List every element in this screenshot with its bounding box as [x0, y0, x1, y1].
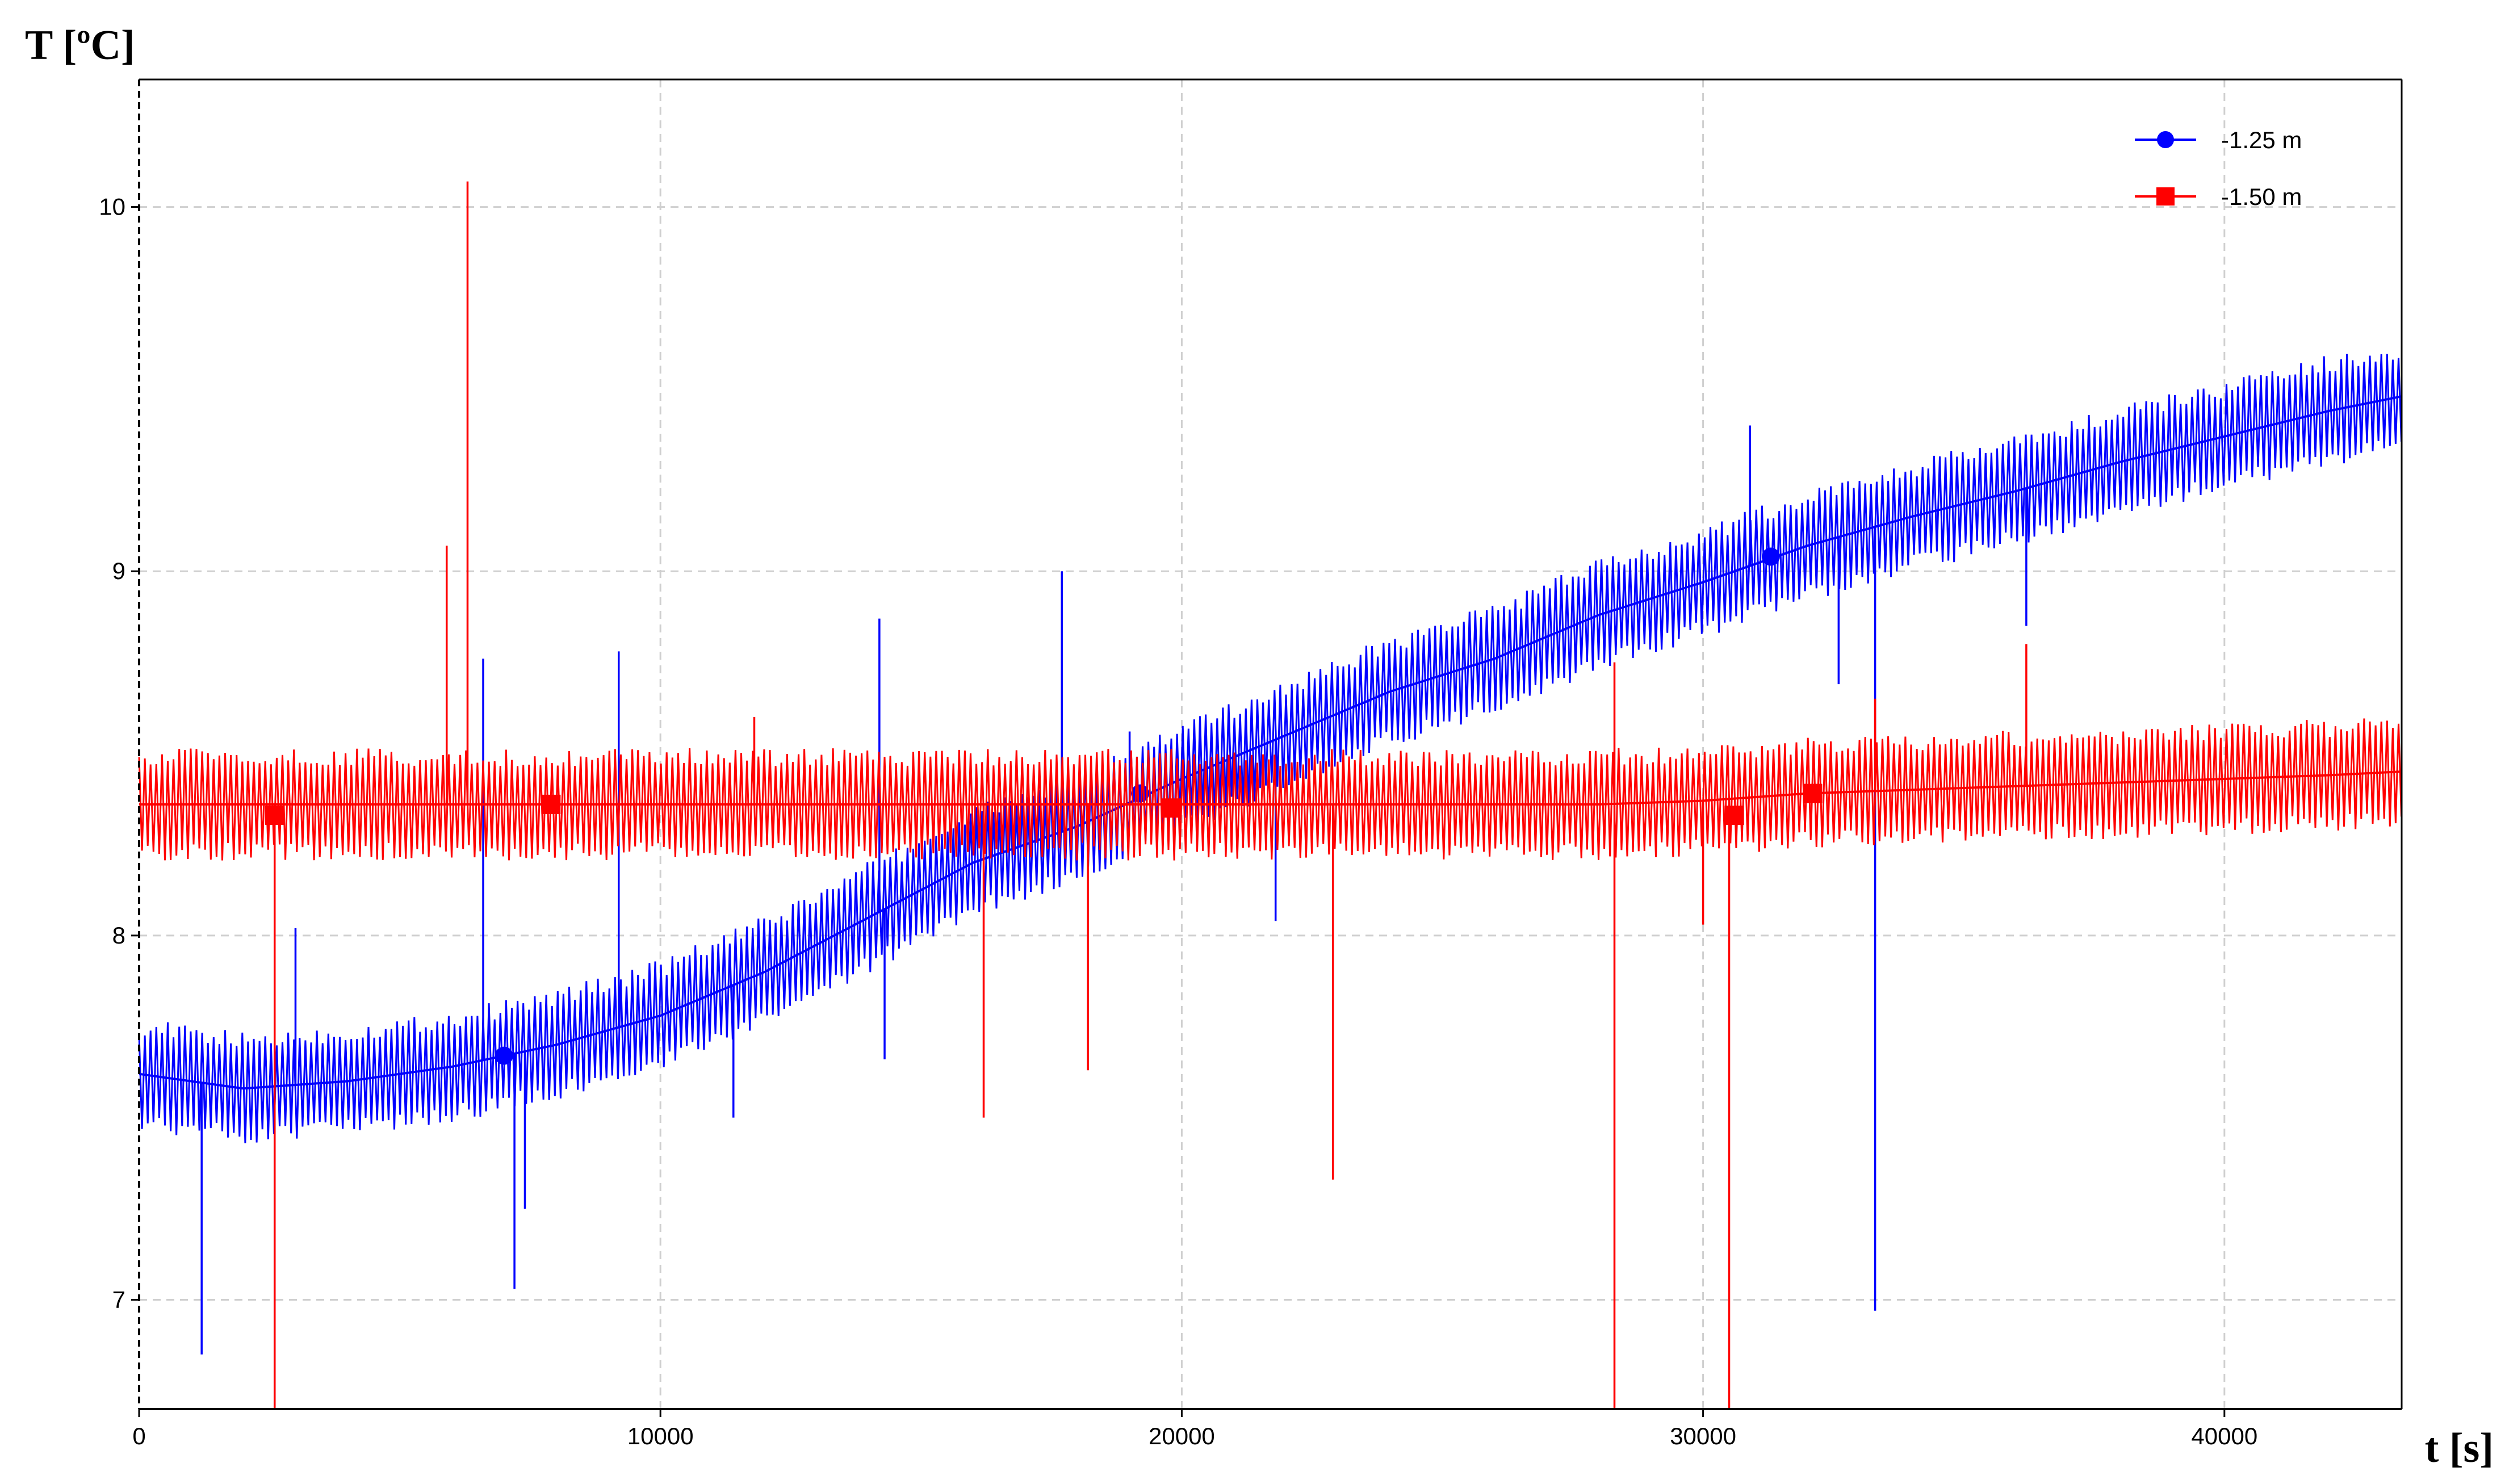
x-tick-label: 0: [132, 1423, 145, 1449]
series-1-marker: [1761, 547, 1780, 566]
y-tick-label: 9: [112, 557, 125, 584]
plot-frame: [138, 78, 2403, 1410]
y-tick-label: 8: [112, 922, 125, 949]
series-2-marker: [1803, 783, 1823, 803]
series-2-marker: [541, 794, 561, 814]
legend-label: -1.50 m: [2221, 183, 2302, 210]
x-tick-label: 20000: [1149, 1423, 1215, 1449]
legend-marker: [2157, 131, 2174, 148]
legend-entry-2: -1.50 m: [2135, 183, 2302, 210]
data-series: [138, 181, 2402, 1409]
series-2-marker: [265, 806, 284, 825]
chart-legend: -1.25 m -1.50 m: [2135, 127, 2302, 210]
y-axis-title: T [ºC]: [25, 22, 135, 69]
x-tick-label: 10000: [627, 1423, 694, 1449]
series-2-trend-line: [139, 770, 2402, 806]
legend-label: -1.25 m: [2221, 127, 2302, 153]
series-1-marker: [495, 1046, 513, 1065]
x-tick-label: 40000: [2191, 1423, 2257, 1449]
axis-ticks: 0 10000 20000 30000 40000 7 8 9 10: [99, 194, 2257, 1449]
x-axis-title: t [s]: [2425, 1425, 2494, 1472]
y-tick-label: 10: [99, 194, 125, 220]
grid-lines: [139, 79, 2402, 1409]
legend-entry-1: -1.25 m: [2135, 127, 2302, 153]
y-tick-label: 7: [112, 1286, 125, 1313]
series-2-marker: [1724, 806, 1744, 825]
series-1: [138, 354, 2402, 1409]
series-1-trend-line: [139, 395, 2402, 1090]
series-2-marker: [1162, 798, 1182, 818]
x-tick-label: 30000: [1670, 1423, 1736, 1449]
series-2: [138, 181, 2402, 1409]
legend-marker: [2156, 187, 2175, 206]
